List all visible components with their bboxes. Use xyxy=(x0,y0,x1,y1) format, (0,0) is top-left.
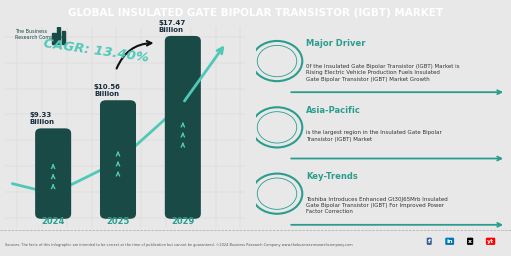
Bar xyxy=(57,27,60,44)
Text: yt: yt xyxy=(487,239,494,244)
FancyBboxPatch shape xyxy=(165,36,201,219)
Text: 2025: 2025 xyxy=(106,217,130,226)
Text: Asia-Pacific: Asia-Pacific xyxy=(306,106,361,115)
Text: 2029: 2029 xyxy=(171,217,195,226)
Text: GLOBAL INSULATED GATE BIPOLAR TRANSISTOR (IGBT) MARKET: GLOBAL INSULATED GATE BIPOLAR TRANSISTOR… xyxy=(68,8,443,18)
Text: Sources: The facts of this infographic are intended to be correct at the time of: Sources: The facts of this infographic a… xyxy=(5,243,353,247)
Text: Key-Trends: Key-Trends xyxy=(306,172,358,181)
FancyBboxPatch shape xyxy=(35,128,71,219)
FancyBboxPatch shape xyxy=(100,100,136,219)
Bar xyxy=(52,33,56,44)
FancyArrowPatch shape xyxy=(117,41,151,69)
FancyArrowPatch shape xyxy=(291,223,501,227)
Text: is the largest region in the Insulated Gate Bipolar
Transistor (IGBT) Market: is the largest region in the Insulated G… xyxy=(306,130,442,142)
Text: Major Driver: Major Driver xyxy=(306,39,365,48)
Text: 2024: 2024 xyxy=(41,217,65,226)
Bar xyxy=(61,31,65,44)
Text: 0f the Insulated Gate Bipolar Transistor (IGBT) Market is
Rising Electric Vehicl: 0f the Insulated Gate Bipolar Transistor… xyxy=(306,64,459,82)
FancyArrowPatch shape xyxy=(291,90,501,94)
Text: f: f xyxy=(428,239,431,244)
Text: Toshiba Introduces Enhanced Gt30J65Mrb Insulated
Gate Bipolar Transistor (IGBT) : Toshiba Introduces Enhanced Gt30J65Mrb I… xyxy=(306,197,448,215)
Text: CAGR: 13.40%: CAGR: 13.40% xyxy=(43,37,150,65)
Text: $10.56
Billion: $10.56 Billion xyxy=(94,84,121,97)
Text: x: x xyxy=(468,239,472,244)
Text: The Business
Research Company: The Business Research Company xyxy=(15,29,62,40)
Text: $9.33
Billion: $9.33 Billion xyxy=(29,112,54,125)
FancyArrowPatch shape xyxy=(291,157,501,161)
Text: $17.47
Billion: $17.47 Billion xyxy=(159,20,186,33)
Text: in: in xyxy=(447,239,453,244)
